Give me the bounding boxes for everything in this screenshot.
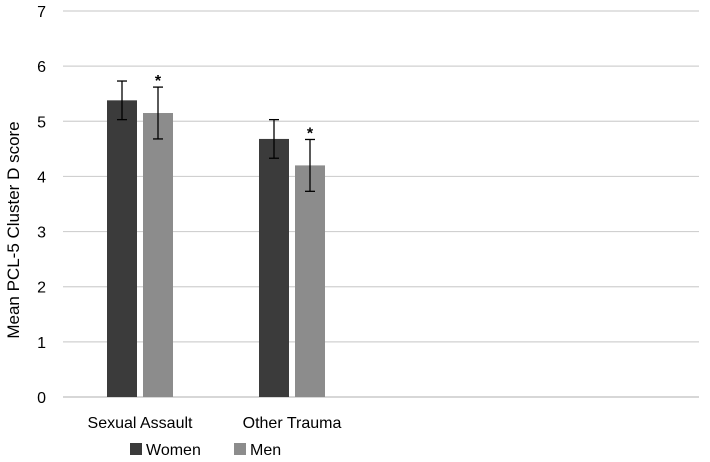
y-tick-label: 0 [37,390,46,407]
legend-label-men: Men [250,442,281,459]
y-tick-label: 2 [37,280,46,297]
x-category-label: Other Trauma [243,415,342,432]
significance-marker: * [155,73,162,90]
y-tick-label: 1 [37,335,46,352]
legend-swatch-men [234,443,246,455]
category-labels: Sexual Assault Other Trauma [88,415,342,432]
bars: ** [107,73,325,398]
y-axis-ticks: 0 1 2 3 4 5 6 7 [37,4,46,407]
bar-women-1 [107,100,137,398]
significance-marker: * [307,125,314,142]
bar-men-1 [143,113,173,397]
bar-men-2 [295,165,325,397]
y-tick-label: 5 [37,114,46,131]
y-tick-label: 7 [37,4,46,21]
bar-women-2 [259,138,289,397]
y-tick-label: 4 [37,169,46,186]
legend-label-women: Women [146,442,201,459]
legend-swatch-women [130,443,142,455]
y-tick-label: 6 [37,59,46,76]
y-tick-label: 3 [37,225,46,242]
y-axis-title: Mean PCL-5 Cluster D score [4,121,23,338]
x-category-label: Sexual Assault [88,415,194,432]
legend: Women Men [130,442,281,459]
